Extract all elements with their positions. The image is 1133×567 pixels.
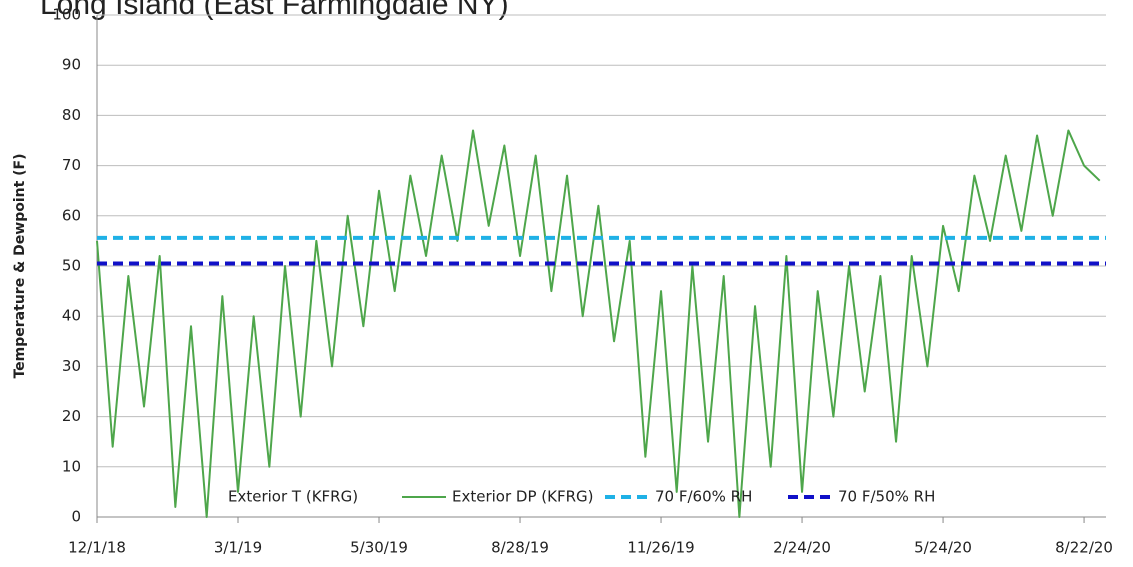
y-axis-label: Temperature & Dewpoint (F) <box>12 153 28 378</box>
legend-label: Exterior DP (KFRG) <box>452 488 594 506</box>
y-tick-label: 100 <box>52 6 81 24</box>
x-tick-label: 5/24/20 <box>914 539 972 557</box>
data-line <box>96 129 1101 518</box>
legend-label: Exterior T (KFRG) <box>228 488 358 506</box>
y-tick-label: 60 <box>62 206 81 224</box>
x-tick-label: 2/24/20 <box>773 539 831 557</box>
y-tick-label: 10 <box>62 457 81 475</box>
y-tick-label: 20 <box>62 407 81 425</box>
y-tick-label: 90 <box>62 56 81 74</box>
y-tick-label: 80 <box>62 106 81 124</box>
legend-label: 70 F/50% RH <box>838 488 935 506</box>
y-tick-label: 40 <box>62 307 81 325</box>
y-tick-label: 70 <box>62 156 81 174</box>
y-tick-label: 30 <box>62 357 81 375</box>
x-tick-label: 11/26/19 <box>627 539 694 557</box>
x-tick-label: 3/1/19 <box>214 539 262 557</box>
x-tick-label: 5/30/19 <box>350 539 408 557</box>
y-tick-label: 0 <box>71 508 81 526</box>
y-tick-label: 50 <box>62 257 81 275</box>
x-tick-label: 8/22/20 <box>1055 539 1113 557</box>
x-tick-label: 8/28/19 <box>491 539 549 557</box>
chart-title: Long Island (East Farmingdale NY) <box>40 0 509 21</box>
legend-label: 70 F/60% RH <box>655 488 752 506</box>
x-tick-label: 12/1/18 <box>68 539 126 557</box>
